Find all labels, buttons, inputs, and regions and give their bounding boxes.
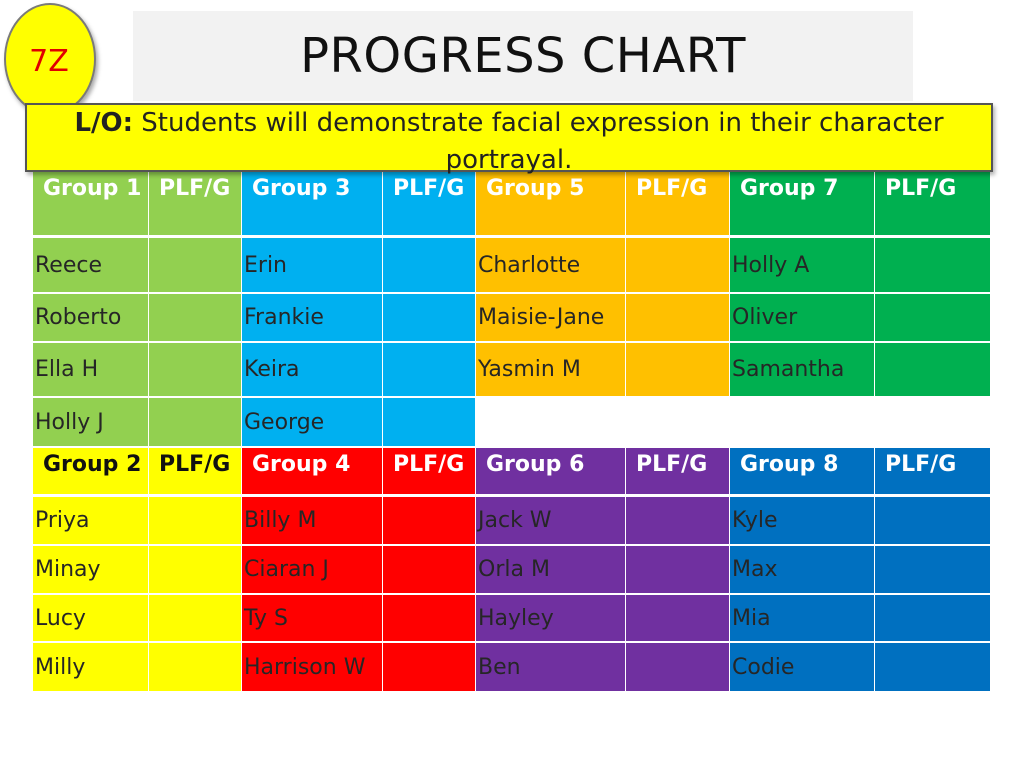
group-3-student-name: Erin: [242, 238, 383, 293]
group-8-plf-cell: [875, 595, 991, 642]
group-1-student-name: Roberto: [33, 294, 149, 342]
group-5-plf-cell: [626, 294, 730, 342]
group-7-student-name: Holly A: [730, 238, 875, 293]
group-4-plf-header: PLF/G: [383, 448, 476, 495]
group-6-plf-header: PLF/G: [626, 448, 730, 495]
group-6-student-name: Orla M: [476, 546, 626, 594]
group-8-plf-cell: [875, 497, 991, 545]
group-7-plf-cell: [875, 294, 991, 342]
group-5-plf-header: PLF/G: [626, 172, 730, 236]
page-title: PROGRESS CHART: [300, 28, 746, 84]
group-7-student-name: Samantha: [730, 343, 875, 397]
class-badge: [4, 3, 96, 115]
group-8-plf-cell: [875, 643, 991, 692]
group-4-student-name: Harrison W: [242, 643, 383, 692]
group-2-plf-cell: [149, 595, 242, 642]
group-7-plf-cell: [875, 238, 991, 293]
learning-objective: L/O: Students will demonstrate facial ex…: [25, 103, 993, 175]
group-2-student-name: Minay: [33, 546, 149, 594]
group-5-header: Group 5: [476, 172, 626, 236]
group-6-plf-cell: [626, 595, 730, 642]
group-6-student-name: Jack W: [476, 497, 626, 545]
group-6-plf-cell: [626, 546, 730, 594]
group-1-plf-cell: [149, 294, 242, 342]
group-3-plf-cell: [383, 398, 476, 447]
group-4-header: Group 4: [242, 448, 383, 495]
group-1-plf-cell: [149, 343, 242, 397]
group-4-student-name: Billy M: [242, 497, 383, 545]
group-8-header: Group 8: [730, 448, 875, 495]
group-7-student-name: Oliver: [730, 294, 875, 342]
group-3-plf-cell: [383, 294, 476, 342]
group-8-student-name: Kyle: [730, 497, 875, 545]
group-3-header: Group 3: [242, 172, 383, 236]
title-band: [133, 11, 913, 101]
group-4-plf-cell: [383, 497, 476, 545]
group-7-header: Group 7: [730, 172, 875, 236]
group-1-plf-cell: [149, 398, 242, 447]
group-6-plf-cell: [626, 643, 730, 692]
group-4-plf-cell: [383, 546, 476, 594]
group-6-student-name: Hayley: [476, 595, 626, 642]
group-7-plf-header: PLF/G: [875, 172, 991, 236]
group-5-student-name: Charlotte: [476, 238, 626, 293]
objective-prefix: L/O:: [74, 108, 134, 138]
group-6-header: Group 6: [476, 448, 626, 495]
group-1-student-name: Reece: [33, 238, 149, 293]
group-1-plf-cell: [149, 238, 242, 293]
group-6-student-name: Ben: [476, 643, 626, 692]
group-5-plf-cell: [626, 238, 730, 293]
group-1-student-name: Ella H: [33, 343, 149, 397]
group-7-plf-cell: [875, 343, 991, 397]
group-2-plf-header: PLF/G: [149, 448, 242, 495]
group-3-plf-cell: [383, 238, 476, 293]
group-6-plf-cell: [626, 497, 730, 545]
group-4-student-name: Ty S: [242, 595, 383, 642]
group-3-plf-cell: [383, 343, 476, 397]
group-8-plf-header: PLF/G: [875, 448, 991, 495]
group-2-student-name: Lucy: [33, 595, 149, 642]
group-5-student-name: Yasmin M: [476, 343, 626, 397]
group-5-student-name: Maisie-Jane: [476, 294, 626, 342]
group-8-student-name: Max: [730, 546, 875, 594]
group-1-plf-header: PLF/G: [149, 172, 242, 236]
group-2-plf-cell: [149, 643, 242, 692]
group-5-plf-cell: [626, 343, 730, 397]
group-3-student-name: Keira: [242, 343, 383, 397]
group-1-header: Group 1: [33, 172, 149, 236]
group-2-plf-cell: [149, 497, 242, 545]
group-8-student-name: Mia: [730, 595, 875, 642]
group-2-header: Group 2: [33, 448, 149, 495]
group-8-plf-cell: [875, 546, 991, 594]
group-3-student-name: Frankie: [242, 294, 383, 342]
group-2-student-name: Priya: [33, 497, 149, 545]
objective-text: Students will demonstrate facial express…: [141, 108, 944, 175]
group-8-student-name: Codie: [730, 643, 875, 692]
group-3-plf-header: PLF/G: [383, 172, 476, 236]
group-4-plf-cell: [383, 595, 476, 642]
group-3-student-name: George: [242, 398, 383, 447]
class-label: 7Z: [29, 44, 69, 79]
group-4-plf-cell: [383, 643, 476, 692]
group-2-student-name: Milly: [33, 643, 149, 692]
group-2-plf-cell: [149, 546, 242, 594]
group-4-student-name: Ciaran J: [242, 546, 383, 594]
group-1-student-name: Holly J: [33, 398, 149, 447]
